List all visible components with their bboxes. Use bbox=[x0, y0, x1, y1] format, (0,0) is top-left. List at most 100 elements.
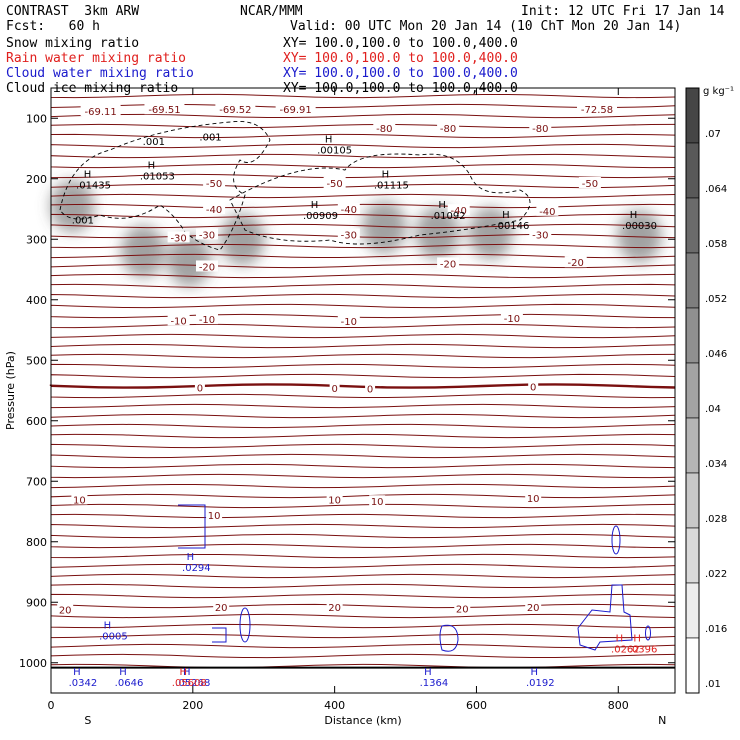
temp-label-bg-7 bbox=[529, 121, 552, 133]
colorbar-tick-label-5: .04 bbox=[705, 404, 721, 415]
temp-label-bg-38 bbox=[454, 602, 471, 614]
temp-label-34: 10 bbox=[527, 494, 540, 505]
cw-contour-5 bbox=[577, 584, 633, 651]
colorbar-segment-0 bbox=[685, 87, 700, 144]
isotherm-56 bbox=[50, 653, 676, 659]
field-label-cloud-water: Cloud water mixing ratio bbox=[6, 66, 194, 81]
x-axis-label: Distance (km) bbox=[324, 714, 401, 727]
isotherm-6 bbox=[50, 153, 676, 159]
y-tick-label-8: 900 bbox=[26, 596, 47, 609]
y-tick-label-2: 300 bbox=[26, 233, 47, 246]
temp-label-bg-33 bbox=[369, 495, 386, 507]
isotherm-9 bbox=[50, 183, 676, 189]
snow-max-value-7: .00030 bbox=[622, 221, 657, 232]
colorbar-tick-label-10: .01 bbox=[705, 679, 721, 690]
field-xy-rain: XY= 100.0,100.0 to 100.0,400.0 bbox=[283, 51, 518, 66]
field-xy-snow: XY= 100.0,100.0 to 100.0,400.0 bbox=[283, 36, 518, 51]
isotherm-34 bbox=[50, 433, 676, 439]
cloud-water-max-marker-1: H bbox=[104, 620, 112, 631]
colorbar-tick-label-6: .034 bbox=[705, 459, 727, 470]
isotherm-46 bbox=[50, 553, 676, 559]
isotherm-31 bbox=[50, 403, 676, 409]
cloud-water-max-value-2: .0342 bbox=[69, 678, 98, 689]
isotherm-27 bbox=[50, 363, 676, 369]
colorbar-segment-4 bbox=[685, 307, 700, 364]
temp-label-bg-29 bbox=[528, 380, 539, 392]
temp-label-bg-4 bbox=[577, 103, 617, 115]
cw-contour-4 bbox=[439, 624, 459, 652]
forecast-hour: Fcst: 60 h bbox=[6, 19, 100, 34]
temp-label-22: -10 bbox=[170, 316, 186, 327]
y-tick-label-1: 200 bbox=[26, 173, 47, 186]
temp-label-bg-39 bbox=[525, 601, 542, 613]
temp-label-bg-26 bbox=[194, 381, 205, 393]
temp-label-bg-27 bbox=[329, 382, 340, 394]
x-tick-label-4: 800 bbox=[608, 699, 629, 712]
isotherm-42 bbox=[50, 513, 676, 519]
rain-max-value-1: .0262 bbox=[611, 645, 640, 656]
temp-label-19: -20 bbox=[199, 262, 215, 273]
isotherm-3 bbox=[50, 123, 676, 129]
temp-label-31: 10 bbox=[208, 511, 221, 522]
snow-max-value-0: .01435 bbox=[76, 181, 111, 192]
ice-label-1: .001 bbox=[199, 132, 221, 143]
snow-shade-7 bbox=[617, 210, 662, 263]
isotherm-33 bbox=[50, 423, 676, 429]
organization: NCAR/MMM bbox=[240, 4, 303, 19]
plot-frame bbox=[50, 87, 676, 694]
temp-label-3: -69.91 bbox=[280, 105, 312, 116]
y-tick-label-7: 800 bbox=[26, 536, 47, 549]
isotherm-4 bbox=[50, 133, 676, 139]
cloud-water-max-value-6: .0192 bbox=[526, 678, 555, 689]
colorbar-segment-1 bbox=[685, 142, 700, 199]
snow-max-marker-4: H bbox=[311, 200, 319, 211]
temp-label-bg-34 bbox=[525, 492, 542, 504]
isotherm-15 bbox=[50, 243, 676, 249]
isotherm-11 bbox=[50, 203, 676, 209]
snow-max-value-6: .00146 bbox=[494, 221, 529, 232]
snow-max-marker-2: H bbox=[325, 135, 333, 146]
valid-time: Valid: 00 UTC Mon 20 Jan 14 (10 ChT Mon … bbox=[290, 19, 682, 34]
temp-label-12: -40 bbox=[341, 205, 357, 216]
temp-label-27: 0 bbox=[331, 384, 337, 395]
isotherm-26 bbox=[50, 353, 676, 359]
isotherm-45 bbox=[50, 543, 676, 549]
temp-label-bg-20 bbox=[437, 257, 460, 269]
temp-label-14: -40 bbox=[539, 207, 555, 218]
isotherm-32 bbox=[50, 413, 676, 419]
y-tick-label-5: 600 bbox=[26, 415, 47, 428]
temp-label-bg-2 bbox=[215, 103, 256, 115]
cloud-water-max-marker-5: H bbox=[424, 667, 432, 678]
snow-max-value-3: .01115 bbox=[374, 181, 409, 192]
isotherm-38 bbox=[50, 473, 676, 479]
snow-max-value-4: .00909 bbox=[303, 211, 338, 222]
temp-label-35: 20 bbox=[59, 606, 72, 617]
temp-label-bg-15 bbox=[167, 231, 190, 243]
snow-max-marker-7: H bbox=[630, 210, 638, 221]
temp-label-bg-36 bbox=[213, 601, 230, 613]
temp-label-15: -30 bbox=[170, 233, 186, 244]
isotherm-35 bbox=[50, 443, 676, 449]
colorbar-tick-label-1: .064 bbox=[705, 184, 727, 195]
x-tick-label-3: 600 bbox=[466, 699, 487, 712]
temp-label-bg-21 bbox=[564, 256, 587, 268]
field-label-snow: Snow mixing ratio bbox=[6, 36, 140, 51]
isotherm-7 bbox=[50, 163, 676, 169]
temp-label-bg-3 bbox=[275, 103, 316, 115]
colorbar-tick-label-8: .022 bbox=[705, 569, 727, 580]
y-tick-label-0: 100 bbox=[26, 112, 47, 125]
colorbar-tick-label-2: .058 bbox=[705, 239, 727, 250]
isotherm-10 bbox=[50, 193, 676, 199]
snow-shade-2 bbox=[167, 234, 212, 287]
rain-max-value-2: .0396 bbox=[629, 645, 658, 656]
colorbar-tick-label-3: .052 bbox=[705, 294, 727, 305]
isotherm-52 bbox=[50, 613, 676, 619]
snow-max-value-2: .00105 bbox=[317, 146, 352, 157]
temp-label-10: -50 bbox=[582, 179, 598, 190]
isotherm-5 bbox=[50, 143, 676, 149]
cloud-water-max-marker-6: H bbox=[531, 667, 539, 678]
snow-max-marker-0: H bbox=[84, 170, 92, 181]
isotherm-22 bbox=[50, 313, 676, 319]
temp-label-13: -40 bbox=[451, 206, 467, 217]
colorbar-segment-8 bbox=[685, 527, 700, 584]
